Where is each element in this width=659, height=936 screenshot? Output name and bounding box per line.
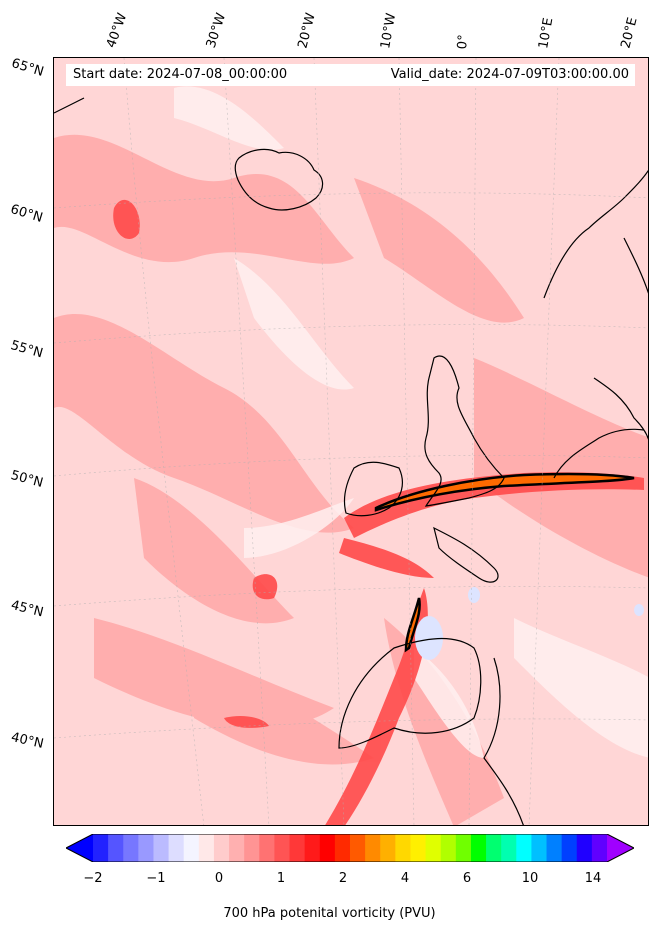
- colorbar-segment: [153, 834, 170, 862]
- colorbar-tick-label: 14: [584, 871, 602, 886]
- colorbar-segment: [546, 834, 563, 862]
- colorbar-label: 700 hPa potenital vorticity (PVU): [223, 906, 436, 921]
- colorbar-segment: [576, 834, 593, 862]
- colorbar-segment: [470, 834, 487, 862]
- colorbar-segment: [395, 834, 411, 862]
- colorbar-segment: [410, 834, 427, 862]
- colorbar-segment: [531, 834, 548, 862]
- colorbar-tick-label: 1: [276, 871, 286, 886]
- pv-contour: [374, 472, 635, 653]
- pv-field: [54, 58, 648, 825]
- colorbar-extend-max: [607, 834, 634, 862]
- lon-label-20w: 20°W: [295, 11, 319, 50]
- lon-label-30w: 30°W: [203, 11, 230, 50]
- colorbar-tick-label: 6: [462, 871, 472, 886]
- colorbar-segment: [334, 834, 351, 862]
- lat-label-40n: 40°N: [9, 730, 45, 752]
- lon-label-10w: 10°W: [378, 12, 400, 51]
- colorbar-extend-min: [66, 834, 93, 862]
- colorbar-segment: [561, 834, 578, 862]
- colorbar-segment: [198, 834, 215, 862]
- lon-label-40w: 40°W: [103, 11, 131, 50]
- colorbar-segment: [183, 834, 200, 862]
- colorbar-segment: [138, 834, 154, 862]
- colorbar-segment: [274, 834, 291, 862]
- coastlines: [54, 97, 648, 825]
- date-header: Start date: 2024-07-08_00:00:00 Valid_da…: [66, 64, 635, 86]
- lat-label-50n: 50°N: [9, 468, 45, 491]
- colorbar-segment: [229, 834, 245, 862]
- lon-label-20e: 20°E: [618, 16, 641, 50]
- colorbar-tick-label: 2: [338, 871, 348, 886]
- colorbar-tick-label: −2: [83, 871, 103, 886]
- colorbar-segment: [319, 834, 336, 862]
- colorbar-segment: [350, 834, 366, 862]
- colorbar-segment: [93, 834, 109, 862]
- colorbar-segment: [425, 834, 442, 862]
- colorbar-tick-label: 4: [400, 871, 410, 886]
- colorbar-segment: [486, 834, 502, 862]
- colorbar-segment: [455, 834, 472, 862]
- colorbar-tick-label: 0: [214, 871, 224, 886]
- colorbar-segment: [213, 834, 230, 862]
- colorbar-segment: [289, 834, 306, 862]
- colorbar-tick-label: 10: [521, 871, 539, 886]
- colorbar-segment: [591, 834, 608, 862]
- colorbar-segment: [244, 834, 260, 862]
- lon-label-0: 0°: [455, 33, 472, 50]
- lat-label-55n: 55°N: [8, 338, 45, 362]
- lat-label-65n: 65°N: [9, 56, 46, 80]
- graticule: [54, 58, 648, 825]
- colorbar-segment: [516, 834, 532, 862]
- lat-label-60n: 60°N: [8, 202, 45, 226]
- colorbar-segment: [501, 834, 517, 862]
- colorbar: [66, 834, 634, 862]
- colorbar-segment: [380, 834, 396, 862]
- colorbar-segment: [440, 834, 457, 862]
- colorbar-tick-label: −1: [146, 871, 166, 886]
- colorbar-segment: [259, 834, 275, 862]
- colorbar-segment: [123, 834, 139, 862]
- colorbar-segment: [108, 834, 124, 862]
- pv-map: [53, 57, 649, 826]
- colorbar-segment: [168, 834, 185, 862]
- start-date-label: Start date: 2024-07-08_00:00:00: [73, 67, 288, 82]
- colorbar-segment: [304, 834, 321, 862]
- pv-negative-areas: [415, 587, 644, 660]
- lon-label-10e: 10°E: [536, 16, 557, 51]
- pv-low-areas: [174, 86, 648, 758]
- lat-label-45n: 45°N: [9, 598, 45, 621]
- valid-date-label: Valid_date: 2024-07-09T03:00:00.00: [390, 67, 629, 82]
- colorbar-segment: [365, 834, 381, 862]
